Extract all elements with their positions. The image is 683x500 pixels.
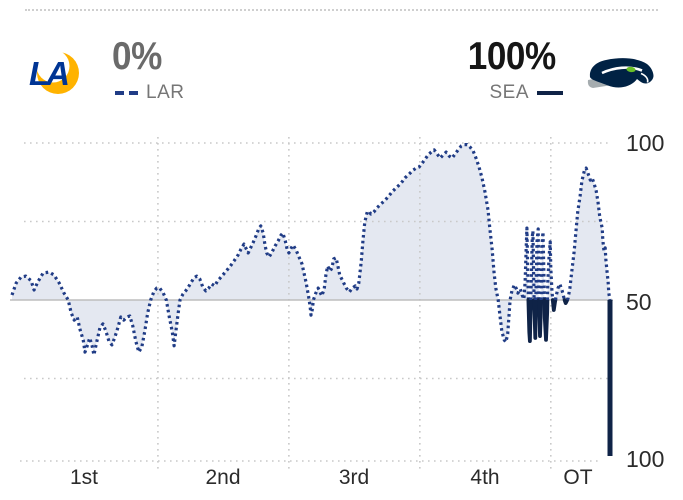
lar-dashed-line-swatch [115, 91, 138, 95]
away-legend: LAR [115, 82, 185, 103]
away-win-probability: 0% [112, 35, 162, 78]
x-axis-label-4th: 4th [470, 466, 500, 489]
home-legend: SEA [489, 82, 563, 103]
rams-logo: LA [29, 49, 79, 94]
x-axis-label-1st: 1st [69, 466, 99, 489]
away-abbr: LAR [146, 82, 185, 103]
seahawks-logo [587, 58, 654, 88]
y-axis-label-50: 50 [626, 289, 652, 315]
x-axis-label-3rd: 3rd [338, 466, 370, 489]
x-axis-label-ot: OT [563, 466, 593, 489]
home-abbr: SEA [489, 82, 529, 103]
y-axis-label-top: 100 [626, 130, 665, 156]
svg-text:LA: LA [29, 55, 68, 92]
home-win-probability: 100% [468, 35, 556, 78]
y-axis-label-bottom: 100 [626, 446, 665, 472]
x-axis-label-2nd: 2nd [205, 466, 241, 489]
sea-solid-line-swatch [537, 91, 563, 95]
top-divider [25, 9, 658, 11]
